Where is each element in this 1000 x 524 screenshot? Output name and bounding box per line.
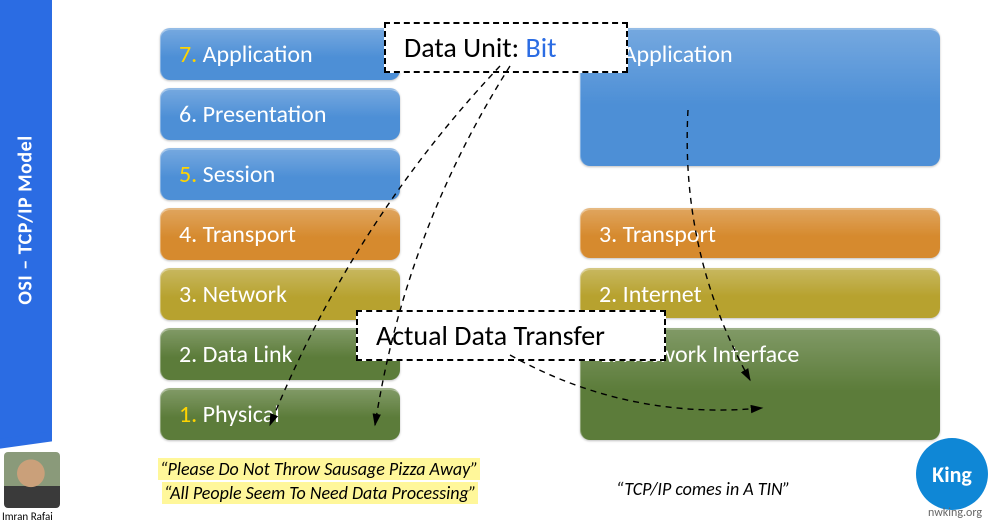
osi-layer-number: 1. (179, 400, 197, 429)
tcpip-layer-number: 2. (599, 280, 617, 309)
tcpip-layer-name: Internet (617, 280, 701, 309)
osi-layer-name: Network (197, 280, 287, 309)
tcpip-layer-3: 3. Transport (580, 208, 940, 258)
osi-layer-number: 3. (179, 280, 197, 309)
osi-layer-name: Application (197, 40, 312, 69)
osi-layer-number: 5. (179, 160, 197, 189)
author-avatar (4, 452, 60, 508)
osi-layer-number: 2. (179, 340, 197, 369)
tcpip-layer-4: 4. Application (580, 28, 940, 166)
dataunit-callout: Data Unit: Bit (384, 22, 628, 73)
osi-layer-name: Presentation (197, 100, 326, 129)
king-site: nwking.org (928, 506, 982, 520)
dataunit-label: Data Unit: (404, 30, 519, 65)
osi-layer-number: 6. (179, 100, 197, 129)
osi-layer-name: Physical (197, 400, 279, 429)
osi-layer-number: 4. (179, 220, 197, 249)
osi-layer-5: 5. Session (160, 148, 400, 200)
osi-layer-name: Session (197, 160, 275, 189)
osi-layer-7: 7. Application (160, 28, 400, 80)
osi-mnemonic-2: “All People Seem To Need Data Processing… (162, 482, 478, 504)
tcp-mnemonic: “TCP/IP comes in A TIN” (616, 478, 790, 500)
osi-layer-name: Transport (197, 220, 296, 249)
transfer-callout: Actual Data Transfer (356, 310, 666, 361)
osi-layer-1: 1. Physical (160, 388, 400, 440)
tcpip-layer-name: Transport (617, 220, 716, 249)
king-logo: King (916, 438, 988, 510)
author-name: Imran Rafai (2, 510, 53, 523)
osi-layer-name: Data Link (197, 340, 292, 369)
tcpip-layer-number: 3. (599, 220, 617, 249)
osi-layer-6: 6. Presentation (160, 88, 400, 140)
osi-mnemonic-1: “Please Do Not Throw Sausage Pizza Away” (158, 458, 480, 480)
sidebar-titlebar: OSI – TCP/IP Model (0, 0, 52, 440)
osi-layer-number: 7. (179, 40, 197, 69)
osi-layer-4: 4. Transport (160, 208, 400, 260)
page-title: OSI – TCP/IP Model (14, 135, 38, 304)
dataunit-value: Bit (525, 30, 556, 65)
tcpip-layer-name: Application (617, 40, 732, 69)
